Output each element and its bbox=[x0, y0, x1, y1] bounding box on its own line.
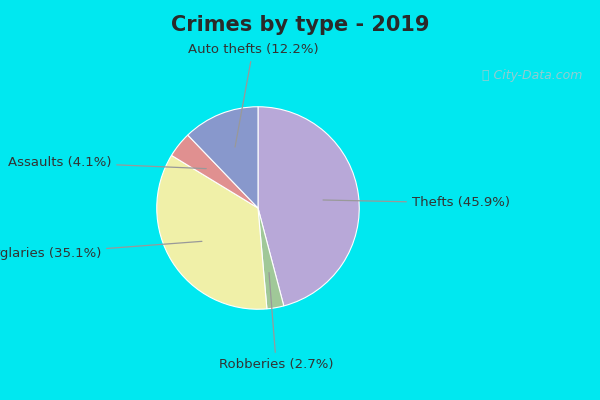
Text: Robberies (2.7%): Robberies (2.7%) bbox=[219, 273, 334, 371]
Text: Auto thefts (12.2%): Auto thefts (12.2%) bbox=[188, 43, 318, 147]
Text: ⓘ City-Data.com: ⓘ City-Data.com bbox=[482, 69, 582, 82]
Text: Thefts (45.9%): Thefts (45.9%) bbox=[323, 196, 510, 210]
Wedge shape bbox=[258, 208, 284, 309]
Wedge shape bbox=[258, 107, 359, 306]
Text: Crimes by type - 2019: Crimes by type - 2019 bbox=[171, 15, 429, 35]
Wedge shape bbox=[157, 155, 267, 309]
Wedge shape bbox=[172, 135, 258, 208]
Text: Assaults (4.1%): Assaults (4.1%) bbox=[8, 156, 206, 169]
Wedge shape bbox=[188, 107, 258, 208]
Text: Burglaries (35.1%): Burglaries (35.1%) bbox=[0, 241, 202, 260]
